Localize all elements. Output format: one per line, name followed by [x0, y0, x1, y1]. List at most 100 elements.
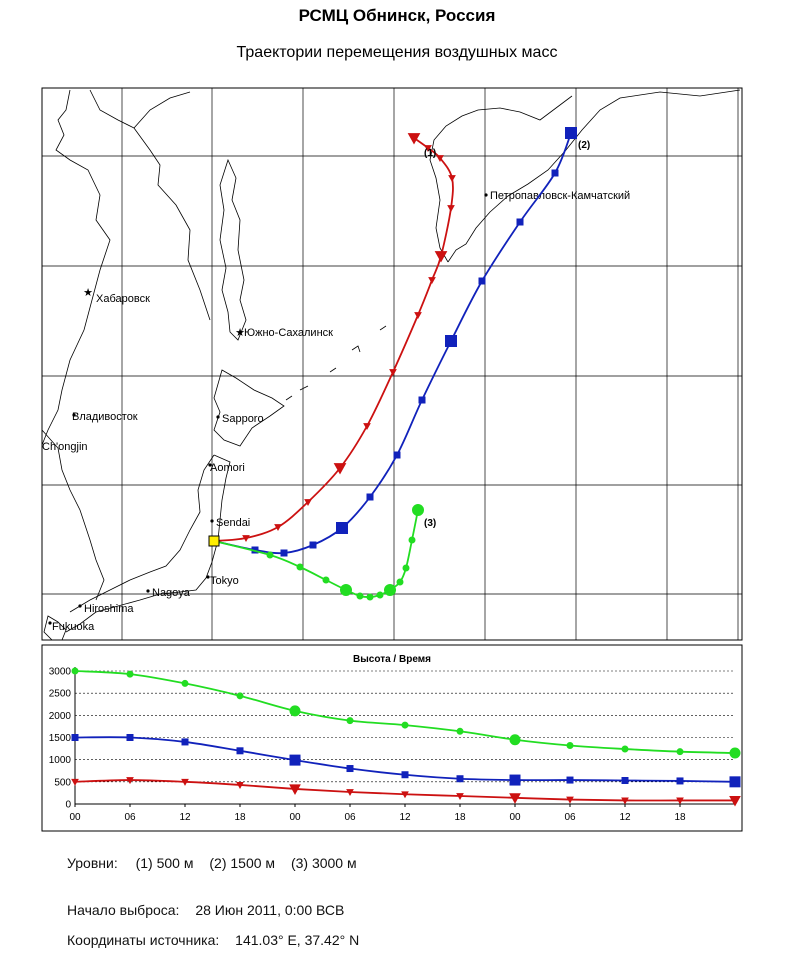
x-tick-label: 00 [509, 812, 521, 823]
altitude-series-2-point [729, 776, 741, 788]
city-marker [78, 604, 82, 608]
altitude-series-1-point [456, 793, 464, 801]
y-tick-label: 3000 [49, 667, 72, 678]
trajectory-1-marker [424, 145, 432, 153]
city-marker [146, 589, 150, 593]
trajectory-3-marker [356, 592, 364, 600]
trajectory-3-marker [396, 578, 404, 586]
altitude-series-3-point [126, 670, 134, 678]
page-subtitle: Траектории перемещения воздушных масс [236, 44, 558, 61]
trajectory-1-marker [407, 133, 421, 145]
altitude-series-2-point [621, 777, 629, 785]
trajectory-1-marker [363, 423, 371, 431]
altitude-series-3-point [236, 692, 244, 700]
altitude-series-1-point [621, 797, 629, 805]
coastlines [41, 89, 741, 641]
trajectory-3-marker [384, 584, 396, 596]
altitude-series-3-point [289, 705, 301, 717]
altitude-series-3-point [729, 747, 741, 759]
coastline-segment [65, 454, 231, 633]
trajectory-2-marker [280, 549, 288, 557]
coastline-segment [351, 345, 361, 353]
level-1: (1) 500 м [135, 855, 194, 871]
altitude-series-3-point [401, 721, 409, 729]
trajectory-1-marker [434, 251, 448, 263]
city-label: Ch'ongjin [42, 441, 88, 453]
altitude-chart-title: Высота / Время [353, 654, 431, 665]
altitude-series-1-point [401, 791, 409, 799]
source-coordinates-value: 141.03° E, 37.42° N [235, 932, 360, 948]
trajectory-3-marker [322, 576, 330, 584]
trajectory-1-marker [436, 155, 444, 163]
altitude-series-1-point [509, 793, 521, 804]
city-marker [72, 413, 76, 417]
source-coordinates-label: Координаты источника: [67, 932, 220, 948]
x-tick-label: 06 [124, 812, 136, 823]
altitude-series-1-point [71, 778, 79, 786]
city-label: Южно-Сахалинск [244, 327, 333, 339]
altitude-series-1-point [236, 782, 244, 789]
altitude-series-2-point [676, 777, 684, 785]
trajectory-3-label: (3) [424, 518, 436, 529]
altitude-series-2-point [289, 754, 301, 766]
trajectory-3-marker [412, 504, 424, 516]
y-tick-label: 0 [65, 800, 71, 811]
capital-star-icon: ★ [235, 326, 245, 339]
altitude-series-2-point [509, 774, 521, 786]
altitude-series-3-point [71, 667, 79, 675]
trajectory-2-marker [366, 493, 374, 501]
trajectory-3-marker [366, 593, 374, 601]
level-3: (3) 3000 м [290, 855, 357, 871]
trajectory-1-marker [274, 524, 282, 532]
levels-legend: Уровни: (1) 500 м (2) 1500 м (3) 3000 м [67, 855, 361, 871]
altitude-series-1-point [346, 789, 354, 797]
trajectory-2-marker [418, 396, 426, 404]
source-coordinates: Координаты источника: 141.03° E, 37.42° … [67, 932, 363, 948]
altitude-series-2-point [126, 734, 134, 741]
coastline-segment [89, 89, 191, 129]
trajectory-3-marker [402, 564, 410, 572]
city-marker [210, 519, 214, 523]
altitude-series-3-point [676, 748, 684, 756]
coastline-segment [219, 158, 247, 341]
altitude-series-2-point [401, 771, 409, 779]
source-marker [208, 535, 220, 547]
coastline-segment [69, 454, 215, 613]
coastline-segment [41, 429, 105, 601]
altitude-axes: 0 500 1000 1500 2000 2500 3000 00 06 12 18 00 06 12 18… [49, 667, 735, 823]
coastline-segment [429, 95, 573, 263]
trajectory-3-marker [266, 551, 274, 559]
trajectory-1-marker [389, 369, 397, 377]
coastline-segment [43, 615, 67, 641]
x-tick-label: 00 [289, 812, 301, 823]
altitude-series [71, 667, 741, 807]
capital-star-icon: ★ [83, 286, 93, 299]
trajectory-map: ★ Хабаровск★ Южно-СахалинскВладивостокCh'o… [41, 87, 743, 641]
coastline-segment [285, 395, 293, 401]
y-tick-label: 2500 [49, 689, 72, 700]
trajectory-3-marker [340, 584, 352, 596]
levels-label: Уровни: [67, 855, 118, 871]
altitude-series-3-point [566, 741, 574, 749]
trajectory-2-marker [445, 335, 457, 347]
city-label: Владивосток [72, 411, 138, 423]
city-label: Nagoya [152, 587, 191, 599]
city-label: Петропавловск-Камчатский [490, 190, 630, 202]
altitude-series-2-point [181, 738, 189, 746]
trajectories: (1) (2) (3) [208, 127, 590, 601]
altitude-series-3-point [621, 745, 629, 753]
city-label: Aomori [210, 462, 245, 474]
coastline-segment [329, 367, 337, 373]
x-tick-label: 00 [69, 812, 81, 823]
altitude-series-1-point [289, 784, 301, 795]
city-label: Sendai [216, 517, 250, 529]
release-start-label: Начало выброса: [67, 902, 180, 918]
trajectory-1-marker [304, 499, 312, 507]
trajectory-1-marker [242, 535, 250, 543]
altitude-chart: Высота / Время 0500100015002000250030000… [41, 644, 743, 832]
trajectory-3-marker [376, 591, 384, 599]
city-label: Хабаровск [96, 293, 150, 305]
coastline-segment [213, 369, 285, 447]
x-tick-label: 18 [454, 812, 466, 823]
trajectory-2-marker [393, 451, 401, 459]
